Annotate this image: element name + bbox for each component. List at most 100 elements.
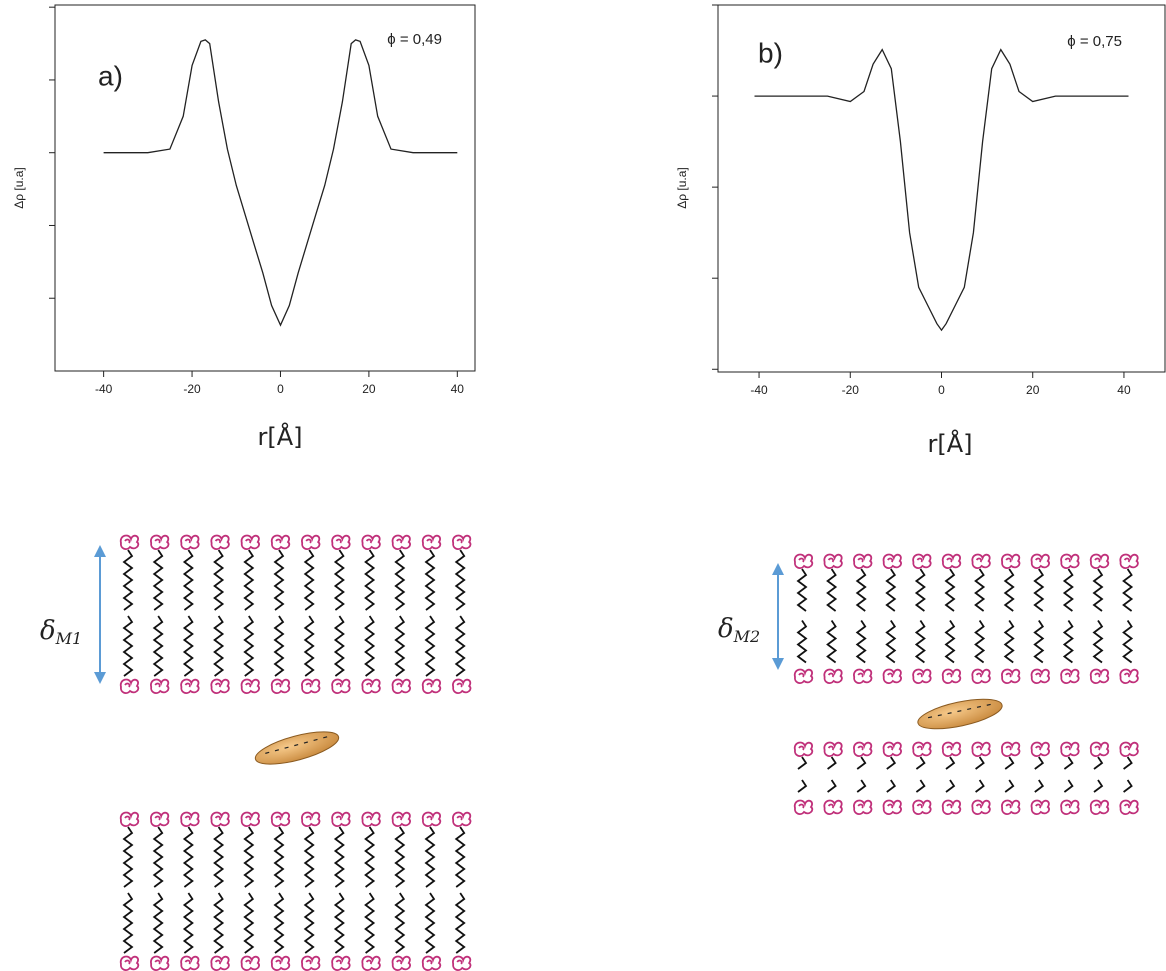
lipid-head <box>150 955 170 971</box>
lipid-tail <box>364 549 376 611</box>
lipid-head <box>1001 668 1021 684</box>
clay-particle <box>917 698 1003 730</box>
bilayer <box>119 811 472 971</box>
bilayer <box>793 741 1139 815</box>
lipid-head <box>270 811 291 827</box>
phi-annotation: ϕ = 0,75 <box>1067 33 1122 50</box>
density-line <box>103 39 458 327</box>
lipid-tail <box>152 892 164 954</box>
lipid-head <box>971 668 991 684</box>
particle-body <box>254 731 340 765</box>
lipid-tail <box>303 615 315 677</box>
lipid-head <box>150 678 170 694</box>
lipid-head <box>1060 741 1080 757</box>
lipid-tail <box>855 568 867 612</box>
density-line <box>754 48 1129 332</box>
charge <box>274 749 279 752</box>
lipid-head <box>853 553 873 569</box>
lipid-tail <box>797 756 808 770</box>
lipid-tail <box>945 779 956 793</box>
lipid-tail <box>454 549 466 611</box>
lipid-head <box>361 534 381 550</box>
arrow-head <box>772 563 784 670</box>
plot-frame <box>54 4 476 372</box>
lipid-head <box>391 534 411 550</box>
lipid-head <box>1030 799 1050 815</box>
lipid-tail <box>424 549 436 611</box>
lipid-head <box>361 811 381 827</box>
lipid-tail <box>122 549 134 611</box>
lipid-tail <box>122 826 134 888</box>
lipid-tail <box>827 779 837 793</box>
lipid-tail <box>182 549 194 611</box>
lipid-head <box>210 811 230 827</box>
lipid-tail <box>975 779 985 793</box>
lipid-head <box>1001 741 1021 757</box>
lipid-tail <box>796 568 808 612</box>
lipid-tail <box>394 892 406 954</box>
lipid-head <box>882 799 902 815</box>
lipid-head <box>853 799 873 815</box>
charge <box>986 703 991 706</box>
lipid-tail <box>213 892 225 954</box>
lipid-head <box>180 678 200 694</box>
lipid-tail <box>454 826 466 888</box>
lipid-tail <box>364 615 376 677</box>
lipid-head <box>1030 553 1050 569</box>
lipid-tail <box>1003 568 1015 612</box>
lipid-tail <box>243 826 255 888</box>
lipid-head <box>452 811 472 827</box>
lipid-head <box>1089 668 1110 684</box>
lipid-head <box>1089 553 1110 569</box>
lipid-head <box>301 955 321 971</box>
x-tick-label: -20 <box>183 382 201 396</box>
lipid-tail <box>944 568 956 612</box>
x-tick-label: 0 <box>277 382 284 396</box>
lipid-head <box>119 811 140 827</box>
lipid-tail <box>182 892 194 954</box>
lipid-tail <box>826 568 838 612</box>
lipid-tail <box>182 615 194 677</box>
lipid-tail <box>424 615 436 677</box>
lipid-tail <box>152 549 164 611</box>
lipid-tail <box>122 892 134 954</box>
lipid-tail <box>975 756 985 770</box>
lipid-tail <box>182 826 194 888</box>
charge <box>927 716 933 719</box>
lipid-tail <box>885 568 897 612</box>
lipid-head <box>912 553 932 569</box>
lipid-tail <box>1122 568 1134 612</box>
panel-label: b) <box>758 37 783 68</box>
lipid-head <box>1030 741 1050 757</box>
lipid-head <box>119 678 140 694</box>
lipid-head <box>301 811 321 827</box>
lipid-head <box>971 799 991 815</box>
lipid-tail <box>1004 756 1015 770</box>
lipid-head <box>823 799 843 815</box>
lipid-tail <box>243 615 255 677</box>
lipid-head <box>119 955 140 971</box>
lipid-head <box>150 811 170 827</box>
lipid-head <box>1060 799 1080 815</box>
lipid-head <box>971 553 991 569</box>
lipid-head <box>301 678 321 694</box>
lipid-tail <box>914 620 926 664</box>
lipid-head <box>941 553 962 569</box>
lipid-tail <box>303 826 315 888</box>
lipid-head <box>210 955 230 971</box>
charge <box>323 736 328 739</box>
lipid-tail <box>1122 620 1134 664</box>
lipid-head <box>1119 741 1139 757</box>
lipid-tail <box>855 620 867 664</box>
x-tick-label: -20 <box>842 383 860 397</box>
lipid-tail <box>827 756 837 770</box>
lipid-tail <box>974 620 986 664</box>
lipid-tail <box>1062 620 1074 664</box>
lipid-tail <box>1062 568 1074 612</box>
lipid-tail <box>243 892 255 954</box>
lipid-head <box>912 741 932 757</box>
lipid-head <box>331 534 351 550</box>
lipid-tail <box>152 826 164 888</box>
lipid-tail <box>1092 568 1104 612</box>
